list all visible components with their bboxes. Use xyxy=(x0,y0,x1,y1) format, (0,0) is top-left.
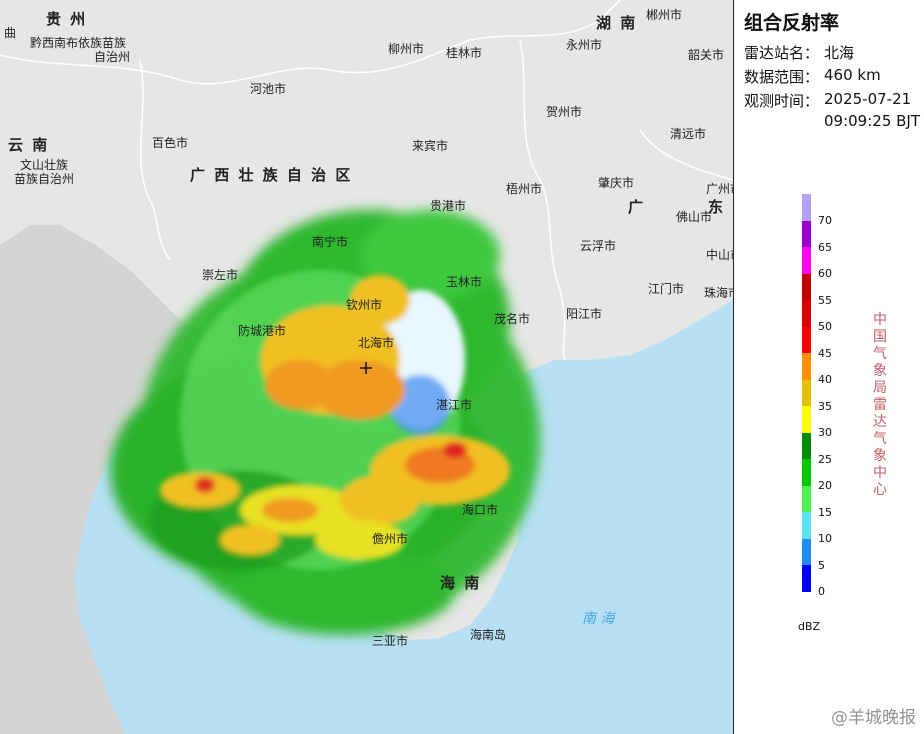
label-wenshan2: 苗族自治州 xyxy=(14,172,75,186)
map-canvas xyxy=(0,0,733,734)
label-maoming: 茂名市 xyxy=(494,312,531,326)
label-haikou: 海口市 xyxy=(462,503,499,517)
label-yunnan: 云 南 xyxy=(8,136,50,154)
label-chenzhou: 郴州市 xyxy=(646,8,683,22)
label-wenshan: 文山壮族 xyxy=(20,158,69,172)
legend-swatch xyxy=(802,538,811,565)
legend-swatch xyxy=(802,512,811,539)
station-label: 雷达站名： xyxy=(744,44,820,62)
label-jiangmen: 江门市 xyxy=(648,282,685,296)
info-panel: 组合反射率 雷达站名： 北海 数据范围： 460 km 观测时间： 2025-0… xyxy=(734,0,924,734)
label-guigang: 贵港市 xyxy=(430,199,467,213)
label-guangzhou: 广州市 xyxy=(706,182,733,196)
color-legend-bar xyxy=(802,194,811,592)
legend-tick-label: 70 xyxy=(818,214,832,227)
time-clock: 09:09:25 BJT xyxy=(824,112,921,130)
range-row: 数据范围： 460 km xyxy=(744,66,881,87)
legend-swatch xyxy=(802,353,811,380)
time-date: 2025-07-21 xyxy=(824,90,912,108)
label-danzhou: 儋州市 xyxy=(372,532,409,546)
legend-tick-label: 25 xyxy=(818,452,832,466)
station-row: 雷达站名： 北海 xyxy=(744,42,854,63)
legend-tick-label: 45 xyxy=(818,346,832,360)
label-hainan-island: 海南岛 xyxy=(470,628,507,642)
legend-tick-label: 5 xyxy=(818,558,825,572)
range-label: 数据范围： xyxy=(744,68,820,86)
foreign-land xyxy=(0,225,215,734)
label-hainan: 海 南 xyxy=(440,574,482,592)
label-hunan: 湖 南 xyxy=(596,14,638,32)
time-row: 观测时间： 2025-07-21 xyxy=(744,90,911,111)
radar-site-marker xyxy=(360,362,372,374)
label-shaoguan: 韶关市 xyxy=(688,48,725,62)
legend-swatch xyxy=(802,247,811,274)
label-zhaoqing: 肇庆市 xyxy=(598,176,635,190)
legend-swatch xyxy=(802,273,811,300)
legend-tick-label: 20 xyxy=(818,479,832,492)
legend-swatch xyxy=(802,485,811,512)
product-title: 组合反射率 xyxy=(744,12,840,34)
label-qiannan: 黔西南布依族苗族 xyxy=(30,36,127,50)
station-value: 北海 xyxy=(824,44,855,62)
label-zhanjiang: 湛江市 xyxy=(436,398,473,412)
label-yulin: 玉林市 xyxy=(446,275,483,289)
label-chongzuo: 崇左市 xyxy=(202,268,239,282)
legend-tick-label: 35 xyxy=(818,399,832,413)
label-zhuhai: 珠海市 xyxy=(704,286,733,300)
label-yongzhou: 永州市 xyxy=(566,38,603,52)
province-borders xyxy=(0,0,733,361)
label-qujing: 曲 xyxy=(4,26,17,40)
label-zhongshan: 中山市 xyxy=(706,248,733,262)
label-hechi: 河池市 xyxy=(250,82,287,96)
watermark: @羊城晚报 xyxy=(831,708,916,728)
label-south-sea: 南 海 xyxy=(582,611,615,627)
legend-tick-label: 55 xyxy=(818,293,832,307)
label-baise: 百色市 xyxy=(152,136,189,150)
radar-map: 贵 州 湖 南 云 南 广 西 壮 族 自 治 区 广 东 海 南 南 海 黔西… xyxy=(0,0,734,734)
legend-swatch xyxy=(802,220,811,247)
label-guangdong-a: 广 xyxy=(628,198,646,216)
legend-swatch xyxy=(802,300,811,327)
label-guilin: 桂林市 xyxy=(446,46,483,60)
label-foshan: 佛山市 xyxy=(676,210,713,224)
legend-tick-label: 50 xyxy=(818,320,832,333)
label-hezhou: 贺州市 xyxy=(546,105,583,119)
label-qingyuan: 清远市 xyxy=(670,127,707,141)
range-value: 460 km xyxy=(824,66,881,84)
label-guizhou: 贵 州 xyxy=(46,10,88,28)
legend-tick-label: 30 xyxy=(818,426,832,439)
label-guangdong-b: 东 xyxy=(708,198,726,216)
label-sanya: 三亚市 xyxy=(372,634,409,648)
label-qinzhou: 钦州市 xyxy=(346,298,383,312)
legend-swatch xyxy=(802,194,811,221)
label-nanning: 南宁市 xyxy=(312,235,349,249)
label-wuzhou: 梧州市 xyxy=(506,182,543,196)
legend-tick-label: 40 xyxy=(818,373,832,386)
label-fangchenggang: 防城港市 xyxy=(238,324,287,338)
legend-unit: dBZ xyxy=(798,620,821,633)
legend-swatch xyxy=(802,432,811,459)
legend-tick-label: 60 xyxy=(818,267,832,280)
label-qiannan2: 自治州 xyxy=(94,50,131,64)
legend-tick-label: 10 xyxy=(818,532,832,545)
legend-swatch xyxy=(802,459,811,486)
legend-swatch xyxy=(802,565,811,592)
legend-swatch xyxy=(802,326,811,353)
label-guangxi: 广 西 壮 族 自 治 区 xyxy=(190,166,353,184)
legend-tick-label: 0 xyxy=(818,585,825,598)
legend-tick-label: 65 xyxy=(818,240,832,254)
legend-swatch xyxy=(802,379,811,406)
label-yunfu: 云浮市 xyxy=(580,239,617,253)
label-laibin: 来宾市 xyxy=(412,139,449,153)
agency-vertical-text: 中国气象局雷达气象中心 xyxy=(873,312,887,498)
legend-swatch xyxy=(802,406,811,433)
label-liuzhou: 柳州市 xyxy=(388,42,425,56)
legend-tick-label: 15 xyxy=(818,505,832,519)
label-beihai: 北海市 xyxy=(358,336,395,350)
time-label: 观测时间： xyxy=(744,92,820,110)
label-yangjiang: 阳江市 xyxy=(566,307,603,321)
